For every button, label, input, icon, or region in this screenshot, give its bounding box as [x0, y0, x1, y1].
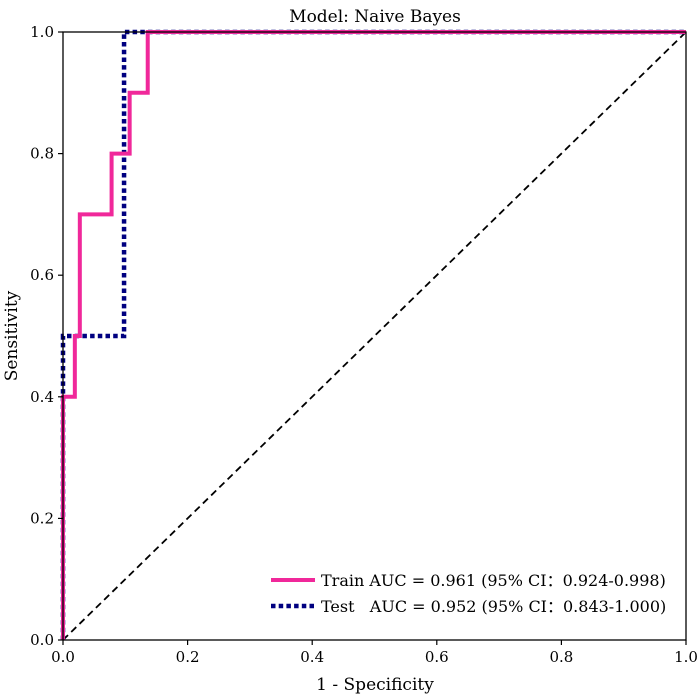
series-line-train — [61, 30, 686, 640]
y-tick-label: 0.0 — [30, 631, 54, 649]
y-tick-label: 0.6 — [30, 266, 54, 284]
x-tick-label: 0.2 — [176, 648, 200, 666]
x-tick-label: 0.0 — [51, 648, 75, 666]
axis-ticks: 0.0 0.2 0.4 0.6 0.8 1.0 0.0 0.2 0.4 0.6 0.8 1.0 — [30, 23, 698, 666]
y-tick-label: 0.2 — [30, 509, 54, 527]
chart-title: Model: Naive Bayes — [289, 7, 461, 27]
x-tick-label: 0.4 — [300, 648, 324, 666]
legend-label-train: Train AUC = 0.961 (95% CI：0.924-0.998) — [321, 571, 666, 590]
legend-label-test: Test AUC = 0.952 (95% CI：0.843-1.000) — [321, 597, 666, 616]
plot-area — [60, 29, 687, 641]
x-tick-label: 0.6 — [425, 648, 449, 666]
y-axis-title: Sensitivity — [2, 290, 22, 381]
plot-frame — [62, 31, 687, 641]
series-line-reference — [62, 31, 687, 641]
x-tick-label: 1.0 — [674, 648, 698, 666]
y-tick-label: 0.8 — [30, 145, 54, 163]
y-tick-label: 0.4 — [30, 388, 54, 406]
x-tick-label: 0.8 — [549, 648, 573, 666]
x-axis-title: 1 - Specificity — [316, 675, 434, 695]
y-tick-label: 1.0 — [30, 23, 54, 41]
legend: Train AUC = 0.961 (95% CI：0.924-0.998) T… — [271, 571, 666, 616]
